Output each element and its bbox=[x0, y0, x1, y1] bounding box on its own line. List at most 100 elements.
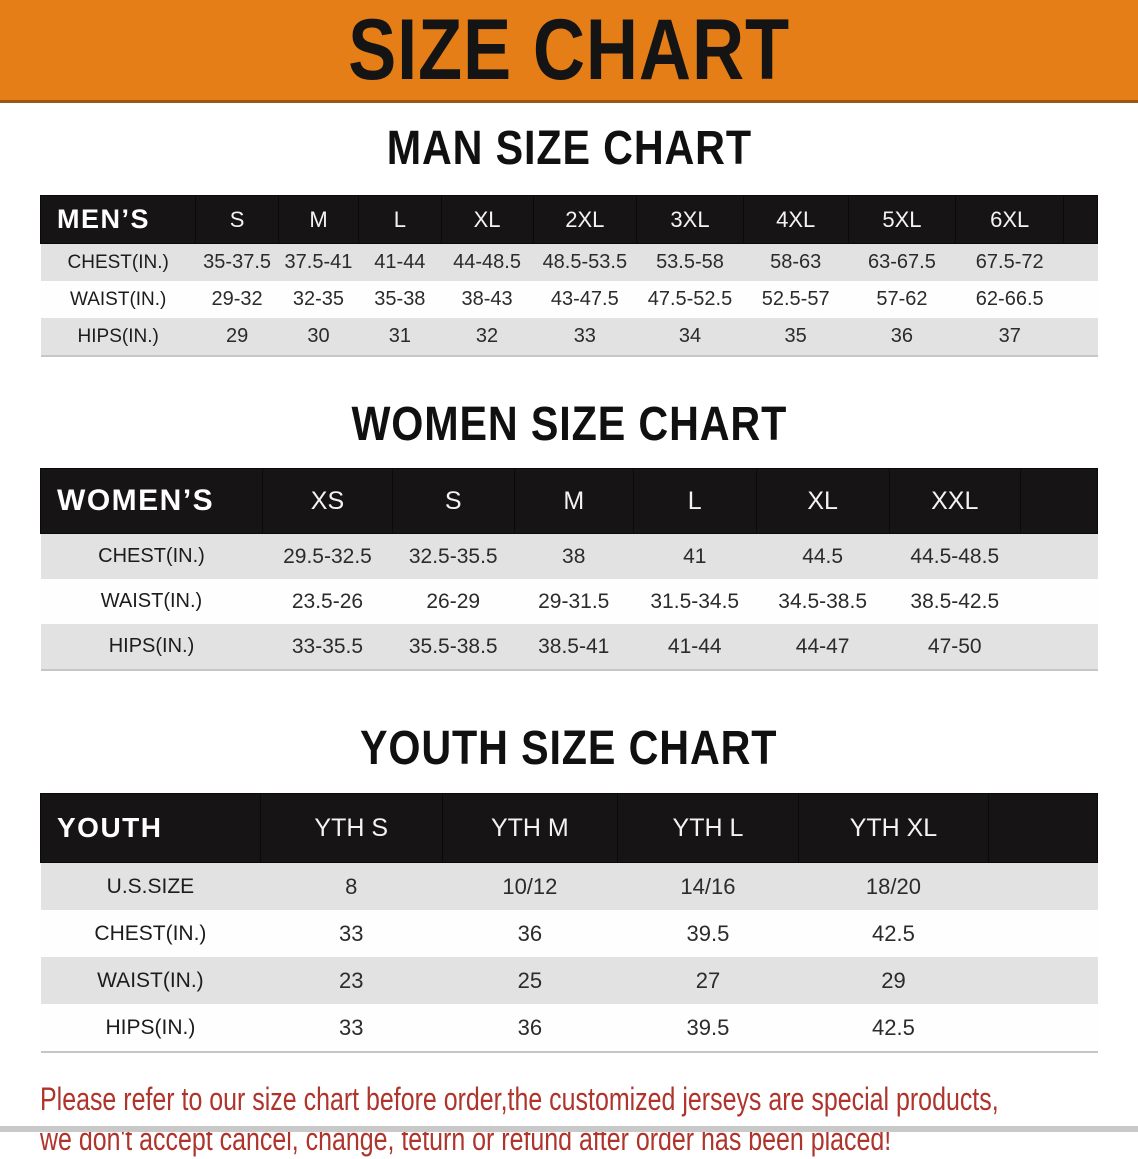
size-value-cell: 32 bbox=[441, 318, 534, 357]
size-column-header: 2XL bbox=[532, 195, 638, 244]
group-label: MEN’S bbox=[39, 195, 197, 244]
size-value-cell: 63-67.5 bbox=[848, 243, 956, 281]
size-value-cell: 57-62 bbox=[848, 281, 956, 318]
section-women: WOMEN SIZE CHART WOMEN’S XS S M L XL XXL CHEST(… bbox=[0, 397, 1138, 671]
filler-cell bbox=[1020, 624, 1098, 671]
size-column-header: L bbox=[358, 195, 442, 244]
table-row: CHEST(IN.) 33 36 39.5 42.5 bbox=[40, 910, 1098, 957]
size-value-cell: 18/20 bbox=[798, 862, 989, 910]
size-value-cell: 42.5 bbox=[798, 1004, 989, 1053]
row-label-cell: CHEST(IN.) bbox=[40, 910, 261, 957]
row-label-cell: WAIST(IN.) bbox=[40, 957, 261, 1004]
table-row: WAIST(IN.) 23.5-26 26-29 29-31.5 31.5-34.5 34… bbox=[40, 579, 1098, 624]
size-column-header: M bbox=[277, 195, 360, 244]
size-value-cell: 32.5-35.5 bbox=[392, 533, 515, 579]
size-column-header: YTH S bbox=[259, 793, 443, 863]
size-value-cell: 35-38 bbox=[358, 281, 442, 318]
row-label-cell: HIPS(IN.) bbox=[40, 318, 196, 357]
size-value-cell: 37 bbox=[955, 318, 1064, 357]
size-value-cell: 44.5-48.5 bbox=[889, 533, 1021, 579]
size-value-cell: 26-29 bbox=[392, 579, 515, 624]
size-value-cell: 38-43 bbox=[441, 281, 534, 318]
women-section-heading: WOMEN SIZE CHART bbox=[0, 397, 1138, 453]
size-value-cell: 8 bbox=[260, 862, 443, 910]
size-value-cell: 43-47.5 bbox=[533, 281, 637, 318]
filler-cell bbox=[988, 862, 1098, 910]
size-column-header: 6XL bbox=[955, 195, 1065, 244]
size-value-cell: 33 bbox=[533, 318, 637, 357]
size-column-header: YTH M bbox=[441, 793, 619, 863]
group-label: YOUTH bbox=[40, 793, 261, 863]
size-value-cell: 38.5-41 bbox=[514, 624, 634, 671]
size-value-cell: 39.5 bbox=[617, 910, 799, 957]
size-column-header: YTH XL bbox=[797, 793, 990, 863]
men-section-heading-text: MAN SIZE CHART bbox=[386, 122, 752, 175]
men-section-heading: MAN SIZE CHART bbox=[0, 121, 1138, 177]
size-value-cell: 67.5-72 bbox=[955, 243, 1064, 281]
size-value-cell: 41-44 bbox=[633, 624, 757, 671]
filler-header-cell bbox=[1063, 195, 1098, 244]
size-column-header: XS bbox=[261, 468, 393, 534]
size-value-cell: 29.5-32.5 bbox=[262, 533, 393, 579]
size-value-cell: 29 bbox=[195, 318, 279, 357]
men-size-table: MEN’S S M L XL 2XL 3XL 4XL 5XL 6XL CHEST(IN.) 35-37… bbox=[39, 195, 1098, 357]
banner-title: SIZE CHART bbox=[348, 2, 790, 98]
size-value-cell: 23.5-26 bbox=[262, 579, 393, 624]
size-value-cell: 35 bbox=[743, 318, 848, 357]
size-value-cell: 44-48.5 bbox=[441, 243, 534, 281]
table-row: WAIST(IN.) 29-32 32-35 35-38 38-43 43-47.5 47.… bbox=[40, 281, 1098, 318]
size-column-header: 5XL bbox=[847, 195, 957, 244]
youth-section-heading: YOUTH SIZE CHART bbox=[0, 721, 1138, 777]
size-table-header-row: WOMEN’S XS S M L XL XXL bbox=[40, 468, 1099, 534]
size-value-cell: 31 bbox=[358, 318, 442, 357]
size-value-cell: 44.5 bbox=[756, 533, 890, 579]
size-value-cell: 53.5-58 bbox=[636, 243, 744, 281]
size-value-cell: 33 bbox=[260, 1004, 443, 1053]
size-column-header: 3XL bbox=[636, 195, 744, 244]
size-value-cell: 36 bbox=[848, 318, 956, 357]
size-value-cell: 10/12 bbox=[442, 862, 618, 910]
size-value-cell: 58-63 bbox=[743, 243, 848, 281]
size-value-cell: 27 bbox=[617, 957, 799, 1004]
size-column-header: S bbox=[391, 468, 515, 534]
filler-cell bbox=[1020, 579, 1098, 624]
bottom-edge-strip bbox=[0, 1126, 1138, 1132]
row-label-cell: CHEST(IN.) bbox=[40, 243, 196, 281]
table-row: CHEST(IN.) 35-37.5 37.5-41 41-44 44-48.5 48.5… bbox=[40, 243, 1098, 281]
size-value-cell: 34 bbox=[636, 318, 744, 357]
disclaimer-line-2: we don't accept cancel, change, teturn o… bbox=[40, 1121, 892, 1157]
size-value-cell: 35-37.5 bbox=[195, 243, 279, 281]
section-youth: YOUTH SIZE CHART YOUTH YTH S YTH M YTH L YTH… bbox=[0, 721, 1138, 1053]
size-value-cell: 48.5-53.5 bbox=[533, 243, 637, 281]
size-column-header: M bbox=[513, 468, 634, 534]
size-value-cell: 29-31.5 bbox=[514, 579, 634, 624]
size-value-cell: 36 bbox=[442, 1004, 618, 1053]
women-size-table: WOMEN’S XS S M L XL XXL CHEST(IN.) 29.5-32.5 32.5… bbox=[40, 468, 1099, 671]
filler-header-cell bbox=[1019, 468, 1099, 534]
size-value-cell: 29-32 bbox=[195, 281, 279, 318]
size-table-header-row: MEN’S S M L XL 2XL 3XL 4XL 5XL 6XL bbox=[39, 195, 1098, 244]
size-column-header: YTH L bbox=[617, 793, 799, 863]
youth-size-table: YOUTH YTH S YTH M YTH L YTH XL U.S.SIZE 8 10/12… bbox=[40, 793, 1098, 1053]
youth-section-heading-text: YOUTH SIZE CHART bbox=[360, 722, 778, 775]
table-row: HIPS(IN.) 33-35.5 35.5-38.5 38.5-41 41-44 44-… bbox=[40, 624, 1098, 671]
row-label-cell: CHEST(IN.) bbox=[40, 533, 263, 579]
size-value-cell: 33 bbox=[260, 910, 443, 957]
size-value-cell: 36 bbox=[442, 910, 618, 957]
size-value-cell: 35.5-38.5 bbox=[392, 624, 515, 671]
filler-cell bbox=[1020, 533, 1098, 579]
size-column-header: XL bbox=[755, 468, 890, 534]
table-row: HIPS(IN.) 29 30 31 32 33 34 35 36 37 bbox=[40, 318, 1098, 357]
size-value-cell: 37.5-41 bbox=[278, 243, 359, 281]
group-label: WOMEN’S bbox=[40, 468, 263, 534]
section-men: MAN SIZE CHART MEN’S S M L XL 2XL 3XL 4XL 5XL 6XL… bbox=[0, 121, 1138, 357]
size-value-cell: 34.5-38.5 bbox=[756, 579, 890, 624]
filler-cell bbox=[988, 957, 1098, 1004]
size-value-cell: 14/16 bbox=[617, 862, 799, 910]
size-value-cell: 47-50 bbox=[889, 624, 1021, 671]
size-column-header: 4XL bbox=[742, 195, 849, 244]
filler-cell bbox=[988, 1004, 1098, 1053]
size-value-cell: 32-35 bbox=[278, 281, 359, 318]
size-value-cell: 38.5-42.5 bbox=[889, 579, 1021, 624]
